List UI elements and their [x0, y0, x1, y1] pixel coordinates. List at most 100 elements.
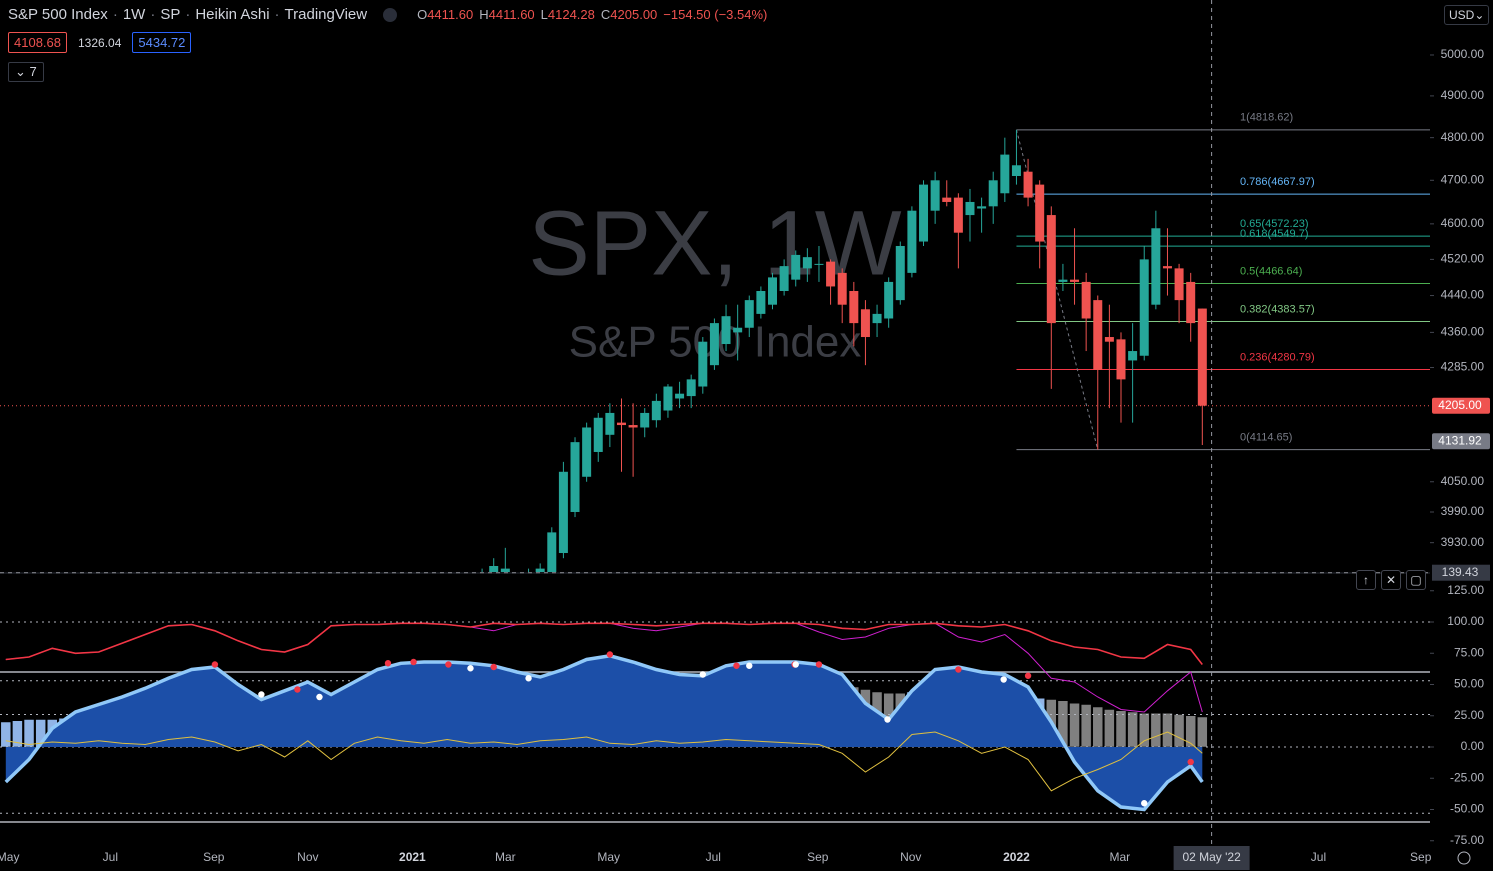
candle-body — [768, 277, 778, 305]
ohlc-key: H — [479, 7, 489, 22]
x-tick-label: 2021 — [399, 850, 426, 864]
y-tick-label: 4600.00 — [1441, 216, 1485, 230]
histogram-bar — [1173, 714, 1185, 748]
crosshair-y-badge — [1432, 564, 1490, 581]
x-tick-label: Nov — [297, 850, 318, 864]
crosshair-x-badge — [1173, 846, 1250, 870]
candle-body — [524, 574, 533, 590]
badge[interactable]: 5434.72 — [132, 32, 192, 53]
indicator-count: 7 — [29, 64, 37, 79]
source: TradingView — [284, 6, 368, 23]
signal-dot — [699, 671, 707, 678]
histogram-bar — [1197, 716, 1208, 748]
settings-icon[interactable] — [1457, 851, 1471, 865]
candle-body — [884, 281, 894, 319]
candle-body — [489, 566, 499, 572]
fib-label: 0.65(4572.23) — [1240, 218, 1309, 230]
candle-body — [570, 442, 580, 512]
signal-dot — [410, 658, 417, 666]
candle-body — [872, 313, 882, 324]
y-tick-label: 4800.00 — [1441, 130, 1485, 144]
status-dot — [383, 7, 398, 22]
interval[interactable]: 1W — [122, 6, 146, 23]
x-tick-label: Sep — [807, 850, 829, 864]
pane-buttons: ↑ ✕ ▢ — [1356, 570, 1426, 590]
candle-body — [651, 400, 661, 421]
price-badge — [1432, 433, 1490, 450]
currency-select[interactable]: USD⌄ — [1444, 5, 1490, 25]
x-tick-label: Mar — [495, 850, 516, 864]
price-badge-label: 4205.00 — [1438, 398, 1482, 412]
x-tick-label: Mar — [1110, 850, 1131, 864]
ohlc-value: 4124.28 — [547, 7, 595, 22]
candle-body — [1035, 184, 1045, 242]
candle-body — [942, 197, 952, 202]
histogram-bar — [1162, 713, 1173, 748]
indicator-toggle[interactable]: ⌄ 7 — [8, 62, 44, 82]
ohlc-key: O — [417, 7, 428, 22]
histogram-bar — [1115, 710, 1127, 748]
exchange: SP — [160, 6, 181, 23]
candle-body — [849, 291, 859, 324]
y-tick-label: 125.00 — [1447, 583, 1484, 597]
candle-body — [1093, 300, 1103, 370]
candle-body — [919, 184, 929, 242]
ohlc-value: 4205.00 — [610, 7, 658, 22]
candle-body — [709, 323, 719, 366]
candle-body — [663, 386, 673, 411]
signal-dot — [1141, 800, 1148, 807]
histogram-bar — [1092, 706, 1104, 748]
candle-body — [988, 180, 998, 207]
price-pane: 1(4818.62) 0.786(4667.97) 0.65(4572.23)0.6… — [0, 112, 1430, 590]
signal-dot — [445, 661, 452, 668]
x-tick-label: Jul — [103, 850, 118, 864]
signal-dot — [955, 666, 962, 673]
x-tick-label: Jul — [706, 850, 721, 864]
legend: S&P 500 Index · 1W · SP · Heikin Ashi · Trad… — [8, 6, 768, 23]
histogram-bar — [1080, 704, 1092, 748]
fib-label: 0.236(4280.79) — [1240, 351, 1315, 363]
candle-body — [895, 245, 905, 301]
candle-body — [547, 532, 557, 572]
y-tick-label: 4050.00 — [1441, 474, 1485, 488]
fib-label: 0.382(4383.57) — [1240, 303, 1315, 315]
signal-dot — [733, 662, 740, 669]
x-tick-label: Sep — [1410, 850, 1432, 864]
move-up-button[interactable]: ↑ — [1356, 570, 1376, 590]
candle-body — [721, 316, 731, 345]
indicator-line — [5, 731, 1203, 792]
indicator-pane — [0, 621, 1430, 823]
candle-body — [930, 180, 940, 211]
fib-label: 1(4818.62) — [1240, 112, 1293, 124]
signal-dot — [884, 716, 891, 723]
y-tick-label: 4360.00 — [1441, 325, 1485, 339]
y-tick-label: 4520.00 — [1441, 252, 1485, 266]
candle-body — [977, 206, 987, 209]
close-button[interactable]: ✕ — [1381, 570, 1401, 590]
candle-body — [628, 425, 638, 428]
candle-body — [605, 412, 615, 435]
signal-dot — [490, 663, 497, 671]
candle-body — [814, 263, 824, 265]
ohlc-value: 4411.60 — [427, 7, 474, 22]
histogram-bar — [1150, 713, 1162, 748]
x-tick-label: May — [0, 850, 19, 864]
symbol-title: S&P 500 Index — [8, 6, 108, 23]
badge[interactable]: 4108.68 — [8, 32, 67, 53]
y-tick-label: -25.00 — [1450, 770, 1484, 784]
y-tick-label: 100.00 — [1447, 614, 1484, 628]
candle-body — [1058, 279, 1068, 282]
candle-body — [1162, 266, 1172, 269]
maximize-button[interactable]: ▢ — [1406, 570, 1426, 590]
candle-body — [1128, 351, 1138, 361]
y-tick-label: -50.00 — [1450, 802, 1484, 816]
candle-body — [582, 427, 592, 477]
fib-label: 0.5(4466.64) — [1240, 265, 1302, 277]
y-tick-label: 4900.00 — [1441, 88, 1485, 102]
y-tick-label: 4285.00 — [1441, 360, 1485, 374]
badges: 4108.68 1326.04 5434.72 — [8, 32, 192, 53]
signal-dot — [211, 661, 219, 668]
candle-body — [1000, 154, 1010, 194]
crosshair-y-label: 139.43 — [1442, 565, 1479, 579]
